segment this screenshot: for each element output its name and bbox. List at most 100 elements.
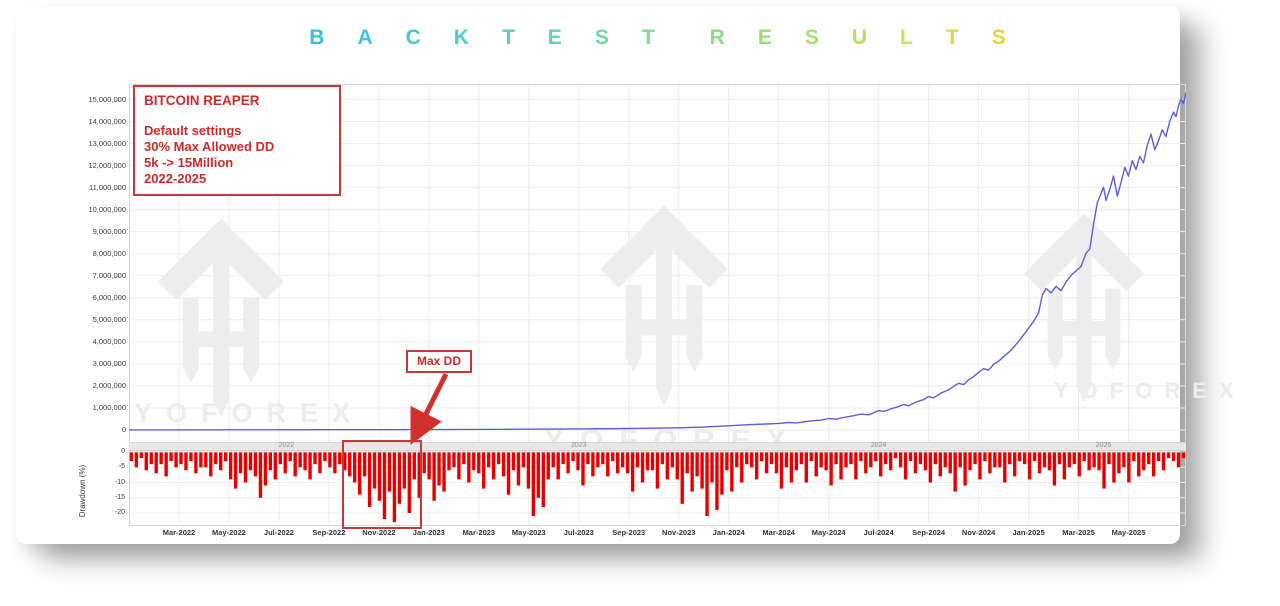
drawdown-bar [769, 452, 774, 465]
drawdown-bar [233, 452, 238, 489]
drawdown-bar [725, 452, 729, 471]
drawdown-bar [248, 452, 253, 471]
drawdown-bar [199, 452, 203, 468]
drawdown-bar [754, 452, 759, 480]
title-letter: A [357, 26, 373, 49]
drawdown-bar [655, 452, 660, 489]
drawdown-bar [462, 452, 466, 465]
drawdown-bar [779, 452, 784, 489]
drawdown-bar [740, 452, 744, 483]
title-letter: T [945, 26, 959, 49]
title-letter: K [453, 26, 469, 49]
equity-plot-border [129, 84, 1186, 443]
drawdown-bar [367, 452, 372, 507]
month-label: May-2025 [1111, 528, 1146, 537]
drawdown-bar [1161, 452, 1166, 471]
drawdown-bar [1013, 452, 1017, 477]
drawdown-bar [457, 452, 461, 480]
drawdown-bar [1008, 452, 1012, 465]
drawdown-bar [1117, 452, 1121, 474]
drawdown-bar [397, 452, 402, 504]
drawdown-bar [700, 452, 704, 489]
drawdown-bar [219, 452, 223, 471]
drawdown-bar [943, 452, 947, 468]
month-label: Mar-2025 [1062, 528, 1095, 537]
drawdown-bar [1112, 452, 1116, 483]
drawdown-bar [963, 452, 967, 486]
drawdown-bar [333, 452, 337, 474]
drawdown-bar [814, 452, 818, 477]
drawdown-bar [303, 452, 307, 471]
drawdown-bar [620, 452, 625, 468]
equity-plot [129, 84, 1187, 443]
drawdown-bar [1181, 452, 1186, 459]
drawdown-bar [854, 452, 858, 480]
drawdown-bar [407, 452, 411, 513]
title-letter: T [501, 26, 515, 49]
drawdown-bar [764, 452, 769, 474]
drawdown-bar [745, 452, 749, 465]
year-label: 2023 [570, 442, 587, 449]
drawdown-bar [516, 452, 521, 486]
drawdown-bar [556, 452, 560, 480]
info-box-line: 2022-2025 [144, 171, 207, 186]
drawdown-bar [323, 452, 327, 462]
drawdown-bar [923, 452, 928, 471]
maxdd-arrow-icon [410, 372, 449, 445]
drawdown-bar [1127, 452, 1131, 483]
month-label: Mar-2022 [162, 528, 196, 537]
drawdown-bar [601, 452, 605, 465]
drawdown-bar [640, 452, 645, 483]
drawdown-bar [447, 452, 451, 471]
drawdown-bar [606, 452, 610, 477]
drawdown-bar [238, 452, 243, 474]
year-label: 2022 [278, 442, 295, 449]
drawdown-bar [392, 452, 397, 523]
drawdown-bar [630, 452, 635, 492]
drawdown-bar [591, 452, 595, 477]
drawdown-bar [477, 452, 481, 474]
drawdown-bar [918, 452, 923, 465]
drawdown-bar [933, 452, 938, 465]
drawdown-bar [874, 452, 878, 462]
equity-y-tick-label: 5,000,000 [92, 315, 126, 325]
drawdown-bar [978, 452, 982, 480]
drawdown-bar [586, 452, 590, 465]
drawdown-bar [968, 452, 972, 471]
drawdown-bar [1022, 452, 1027, 465]
drawdown-bar [1062, 452, 1067, 480]
drawdown-bar [293, 452, 297, 477]
equity-y-tick-label: 15,000,000 [88, 94, 126, 104]
drawdown-bar [338, 452, 342, 465]
drawdown-bar [1072, 452, 1076, 465]
equity-y-tick-label: 7,000,000 [92, 271, 126, 281]
drawdown-bar [377, 452, 382, 501]
title-letter: T [641, 26, 655, 49]
drawdown-bar [402, 452, 407, 489]
drawdown-bar [472, 452, 476, 471]
month-label: Jan-2024 [712, 528, 745, 537]
drawdown-bar [328, 452, 332, 468]
drawdown-axis-label: Drawdown (%) [78, 464, 87, 518]
drawdown-bar [710, 452, 714, 483]
drawdown-bar [437, 452, 441, 486]
drawdown-bar [730, 452, 734, 492]
drawdown-bar [1032, 452, 1037, 462]
drawdown-bar [526, 452, 531, 489]
info-box-title: BITCOIN REAPER [144, 93, 260, 108]
drawdown-bar [452, 452, 456, 468]
drawdown-bar [154, 452, 158, 474]
title-letter: E [547, 26, 562, 49]
drawdown-bar [313, 452, 317, 465]
equity-y-tick-label: 1,000,000 [92, 403, 126, 413]
drawdown-bar [214, 452, 218, 465]
month-label: Sep-2022 [312, 528, 346, 537]
month-label: Jul-2023 [563, 528, 594, 537]
drawdown-bar [253, 452, 258, 477]
drawdown-bar [898, 452, 903, 468]
drawdown-bar [576, 452, 580, 471]
drawdown-bar [883, 452, 888, 465]
drawdown-bar [223, 452, 228, 462]
